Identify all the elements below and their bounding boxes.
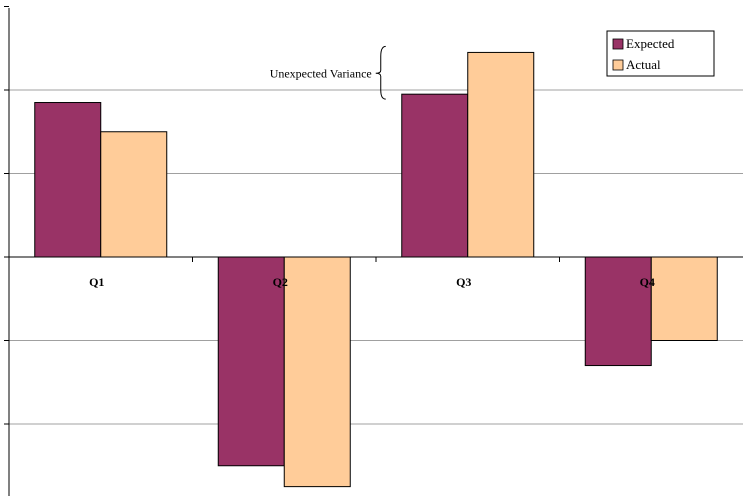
legend-swatch-actual bbox=[612, 59, 624, 71]
legend: Expected Actual bbox=[606, 30, 715, 77]
category-label-q4: Q4 bbox=[640, 275, 655, 289]
bar-expected-q1 bbox=[34, 102, 102, 258]
variance-annotation: Unexpected Variance bbox=[270, 45, 386, 100]
category-label-q2: Q2 bbox=[273, 275, 288, 289]
category-label-q1: Q1 bbox=[89, 275, 104, 289]
y-axis-ticks bbox=[4, 6, 9, 425]
variance-brace bbox=[375, 45, 386, 100]
category-labels: Q1 Q2 Q3 Q4 bbox=[89, 275, 655, 289]
bar-expected-q3 bbox=[401, 93, 469, 258]
category-label-q3: Q3 bbox=[456, 275, 471, 289]
legend-box bbox=[606, 30, 715, 77]
bar-expected-q4 bbox=[584, 256, 652, 367]
bar-actual-q3 bbox=[467, 51, 535, 258]
legend-label-expected: Expected bbox=[626, 36, 675, 51]
bars bbox=[34, 51, 718, 488]
bar-actual-q2 bbox=[283, 256, 351, 488]
bar-actual-q1 bbox=[100, 131, 168, 258]
legend-label-actual: Actual bbox=[626, 57, 661, 72]
annotation-text: Unexpected Variance bbox=[270, 66, 372, 80]
bar-expected-q2 bbox=[217, 256, 285, 467]
legend-swatch-expected bbox=[612, 38, 624, 50]
x-axis-ticks bbox=[192, 257, 560, 262]
bar-actual-q4 bbox=[650, 256, 718, 341]
